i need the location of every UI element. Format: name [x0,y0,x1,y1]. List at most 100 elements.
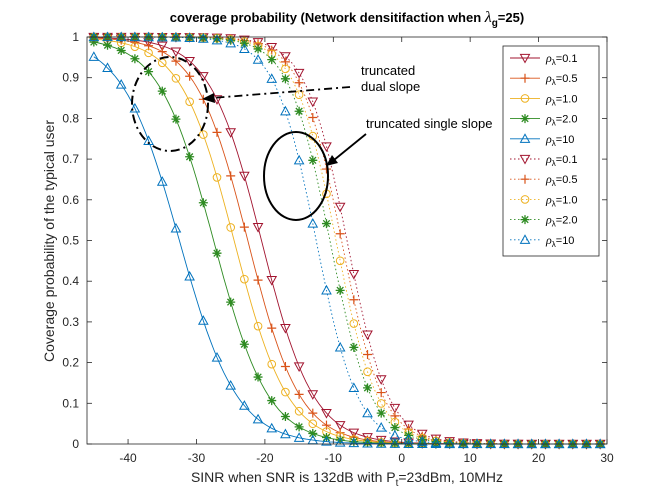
legend-label: ρλ=10 [545,132,574,148]
data-point [294,90,304,100]
legend-item: ρλ=10 [510,132,574,148]
y-tick-label: 0.6 [62,193,79,207]
data-point [334,341,346,352]
data-point [211,34,223,45]
data-point [567,438,579,449]
data-point [445,438,455,448]
data-point [363,438,373,448]
legend-marker [519,154,531,165]
data-point [171,74,181,83]
data-point [197,72,209,82]
x-tick-label: -30 [188,451,206,465]
data-point [240,274,249,284]
data-point [375,438,387,448]
data-point [212,173,222,182]
tick-layer: -40 -30 -20 -10 0 10 20 30 0 0.1 0.2 0.3 0.4 0.5 0.6 0.… [62,30,614,465]
data-point [389,429,401,440]
y-tick-label: 0.2 [62,356,79,370]
single-slope-label: truncated single slope [366,116,492,131]
legend-marker [520,73,530,83]
data-point [266,422,278,433]
data-point [280,105,291,116]
single-slope-ellipse [263,131,329,221]
annotation-single-slope: truncated single slope [263,116,492,221]
data-point [144,48,153,58]
data-point [103,40,113,50]
data-point [185,71,195,81]
data-point [308,155,318,165]
data-point [267,323,277,333]
legend-label: ρλ=2.0 [545,213,577,229]
data-point [362,407,373,418]
data-point [471,438,483,448]
data-point [430,437,442,447]
data-point [581,438,592,449]
data-point [294,389,304,399]
legend-marker [520,114,530,124]
data-point [197,315,209,325]
legend-item: ρλ=10 [510,233,574,249]
y-tick-label: 0.8 [62,111,79,125]
data-point [157,86,167,96]
y-tick-label: 0.4 [62,274,79,288]
legend-items: ρλ=0.1 ρλ=0.5 ρλ=1.0 ρλ=2.0 ρλ=10 ρλ=0.1 ρλ=0.… [510,51,577,249]
data-point [212,127,222,137]
data-point [307,218,319,228]
data-point [499,438,510,449]
legend-label: ρλ=0.5 [545,71,577,87]
data-point [144,67,154,77]
data-point [458,438,468,448]
data-point [348,428,360,439]
data-point [376,399,386,408]
single-slope-arrowhead [326,155,338,166]
data-point [225,380,237,390]
legend: ρλ=0.1 ρλ=0.5 ρλ=1.0 ρλ=2.0 ρλ=10 ρλ=0.1 ρλ=0.… [502,45,600,257]
legend-label: ρλ=2.0 [545,112,577,128]
y-tick-label: 0.1 [62,396,79,410]
annotation-dual-slope: truncated dual slope [131,56,420,152]
data-point [307,390,319,400]
y-axis-label: Coverage probability of the typical user [41,120,57,362]
data-point [417,435,427,445]
legend-box [502,45,600,257]
data-point [349,437,359,447]
data-point [266,276,278,286]
data-point [225,128,237,138]
data-point [349,319,359,328]
data-point [431,437,441,447]
data-point [362,437,373,448]
legend-marker [519,234,531,244]
dual-slope-label-line2: dual slope [361,79,420,94]
dual-slope-ellipse [131,56,209,152]
data-point [184,57,195,67]
data-point [212,248,222,258]
data-point [88,31,100,42]
data-point [225,37,237,48]
data-point [116,45,126,55]
data-point [252,223,264,233]
data-point [348,382,360,392]
data-point [308,428,318,438]
data-point [184,32,195,42]
data-point [212,34,222,44]
series-line [93,36,607,445]
data-point [280,428,291,439]
data-point [115,78,127,89]
data-point [362,330,373,341]
y-tick-label: 0.7 [62,152,79,166]
legend-item: ρλ=0.1 [510,152,577,168]
dual-slope-arrow-line [211,86,351,99]
data-point [416,438,428,449]
data-point [457,438,469,448]
legend-item: ρλ=0.1 [510,51,577,67]
data-point [334,436,346,447]
data-point [363,350,373,360]
data-point [156,176,168,186]
data-point [185,97,194,106]
y-tick-label: 0.9 [62,71,79,85]
data-point [294,78,304,88]
data-point [321,436,332,446]
legend-item: ρλ=1.0 [510,91,577,107]
data-point [334,421,346,431]
data-point [185,152,195,162]
